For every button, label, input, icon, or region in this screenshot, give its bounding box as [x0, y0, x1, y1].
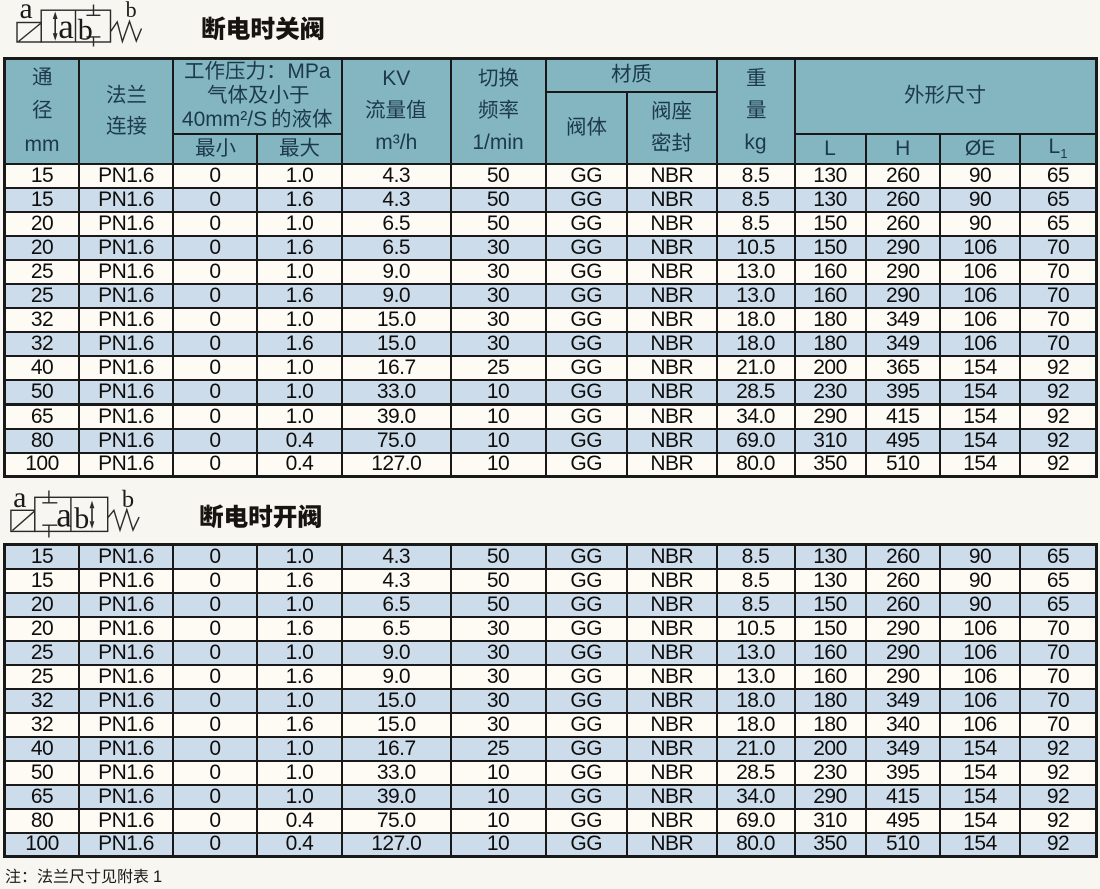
svg-text:a: a — [13, 486, 26, 514]
svg-text:a: a — [20, 0, 33, 25]
svg-text:a: a — [56, 496, 72, 535]
svg-text:b: b — [78, 13, 93, 46]
svg-text:b: b — [122, 486, 134, 513]
svg-text:a: a — [58, 7, 74, 46]
svg-text:b: b — [126, 0, 137, 22]
svg-text:b: b — [74, 502, 89, 535]
